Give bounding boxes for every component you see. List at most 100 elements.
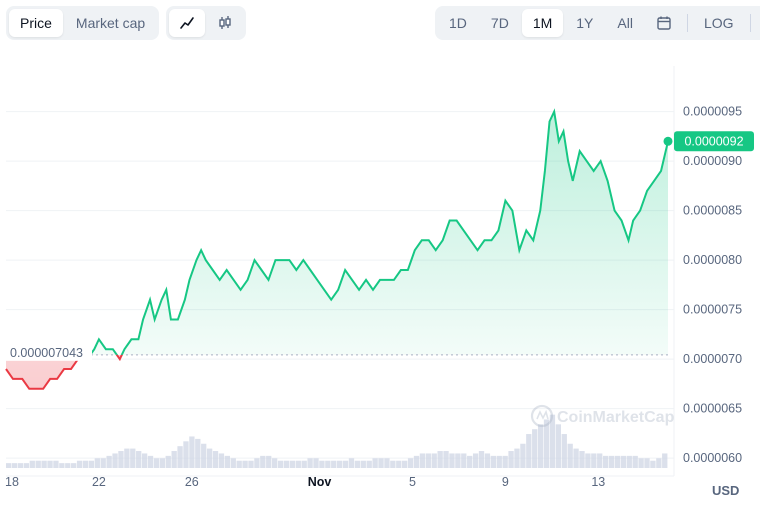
x-tick-label: 18 (5, 475, 19, 489)
volume-bar (6, 463, 12, 468)
range-all-button[interactable]: All (617, 15, 633, 31)
volume-bar (378, 458, 384, 468)
volume-bar (490, 455, 496, 468)
current-price-tag: 0.0000092 (674, 131, 754, 152)
volume-bar (183, 441, 189, 468)
volume-bar (212, 451, 219, 468)
x-tick-label: 26 (185, 475, 199, 489)
volume-bar (573, 448, 579, 468)
coinmarketcap-logo-icon (530, 404, 554, 428)
volume-bar (17, 463, 24, 468)
y-tick-label: 0.0000075 (683, 303, 742, 317)
volume-bar (591, 453, 597, 468)
baseline-label-text: 0.000007043 (10, 346, 83, 360)
volume-bar (319, 460, 325, 468)
volume-bar (555, 424, 562, 468)
volume-bar (171, 451, 177, 468)
volume-bar (413, 455, 420, 468)
volume-bar (41, 460, 47, 468)
x-tick-label: Nov (308, 475, 332, 489)
y-axis: 0.0000095 0.0000090 0.0000085 0.0000080 0.00… (683, 105, 742, 466)
volume-bar (307, 458, 313, 468)
volume-bar (301, 460, 307, 468)
volume-bar (71, 463, 77, 468)
volume-bar (656, 458, 662, 468)
range-1d-button[interactable]: 1D (449, 15, 467, 31)
volume-bar (248, 460, 254, 468)
volume-bar (602, 455, 609, 468)
volume-bar (650, 460, 656, 468)
volume-bar (520, 443, 526, 468)
y-tick-label: 0.0000065 (683, 402, 742, 416)
download-button[interactable] (756, 9, 760, 37)
volume-bar (342, 460, 349, 468)
volume-bar (597, 453, 603, 468)
candlestick-button[interactable] (207, 9, 243, 37)
range-1m-button[interactable]: 1M (521, 9, 564, 37)
current-price-dot (663, 136, 673, 146)
volume-bar (195, 438, 201, 468)
x-tick-label: 22 (92, 475, 106, 489)
volume-bar (35, 460, 41, 468)
range-1y-button[interactable]: 1Y (576, 15, 594, 31)
volume-bar (189, 436, 195, 468)
volume-bar (94, 458, 100, 468)
volume-bar (443, 451, 449, 468)
y-tick-label: 0.0000095 (683, 105, 742, 119)
volume-bar (532, 429, 538, 468)
currency-unit-label: USD (712, 483, 740, 498)
volume-bar (313, 458, 319, 468)
current-price-label: 0.0000092 (684, 134, 743, 148)
volume-bar (425, 453, 431, 468)
chart-type-toggle (166, 6, 246, 40)
x-axis: 18 22 26 Nov 5 9 13 (5, 475, 605, 489)
y-tick-label: 0.0000060 (683, 451, 742, 465)
price-chart[interactable]: CoinMarketCap 0.000007043 0.00000950.000… (0, 60, 760, 506)
volume-bar (579, 451, 585, 468)
volume-bar (136, 451, 142, 468)
volume-bar (23, 463, 30, 468)
tab-price[interactable]: Price (9, 9, 63, 37)
volume-bar (543, 419, 550, 468)
volume-bars (6, 414, 668, 468)
volume-bar (372, 458, 378, 468)
x-tick-label: 13 (591, 475, 605, 489)
x-tick-label: 5 (409, 475, 416, 489)
volume-bar (177, 446, 183, 468)
volume-bar (236, 460, 242, 468)
volume-bar (141, 453, 148, 468)
volume-bar (53, 460, 59, 468)
volume-bar (484, 453, 491, 468)
volume-bar (82, 460, 89, 468)
volume-bar (608, 455, 615, 468)
y-tick-label: 0.0000080 (683, 253, 742, 267)
toolbar-divider (686, 14, 688, 32)
volume-bar (567, 443, 573, 468)
volume-bar (271, 458, 278, 468)
volume-bar (419, 453, 426, 468)
volume-bar (325, 460, 331, 468)
volume-bar (360, 460, 366, 468)
volume-bar (614, 455, 621, 468)
tab-market-cap[interactable]: Market cap (75, 15, 146, 31)
volume-bar (283, 460, 290, 468)
volume-bar (218, 453, 225, 468)
volume-bar (472, 453, 479, 468)
volume-bar (254, 458, 260, 468)
volume-bar (11, 463, 18, 468)
volume-bar (526, 434, 532, 468)
volume-bar (147, 455, 154, 468)
range-toolbar: 1D 7D 1M 1Y All LOG (435, 6, 760, 40)
volume-bar (662, 453, 668, 468)
price-line (5, 108, 669, 390)
current-price-tag-bg (674, 131, 754, 152)
volume-bar (585, 453, 591, 468)
line-chart-icon (180, 17, 194, 29)
calendar-button[interactable] (646, 9, 682, 37)
y-tick-label: 0.0000090 (683, 154, 742, 168)
range-7d-button[interactable]: 7D (490, 15, 509, 31)
y-tick-label: 0.0000085 (683, 204, 742, 218)
log-scale-button[interactable]: LOG (703, 15, 734, 31)
line-chart-button[interactable] (169, 9, 205, 37)
volume-bar (632, 455, 638, 468)
